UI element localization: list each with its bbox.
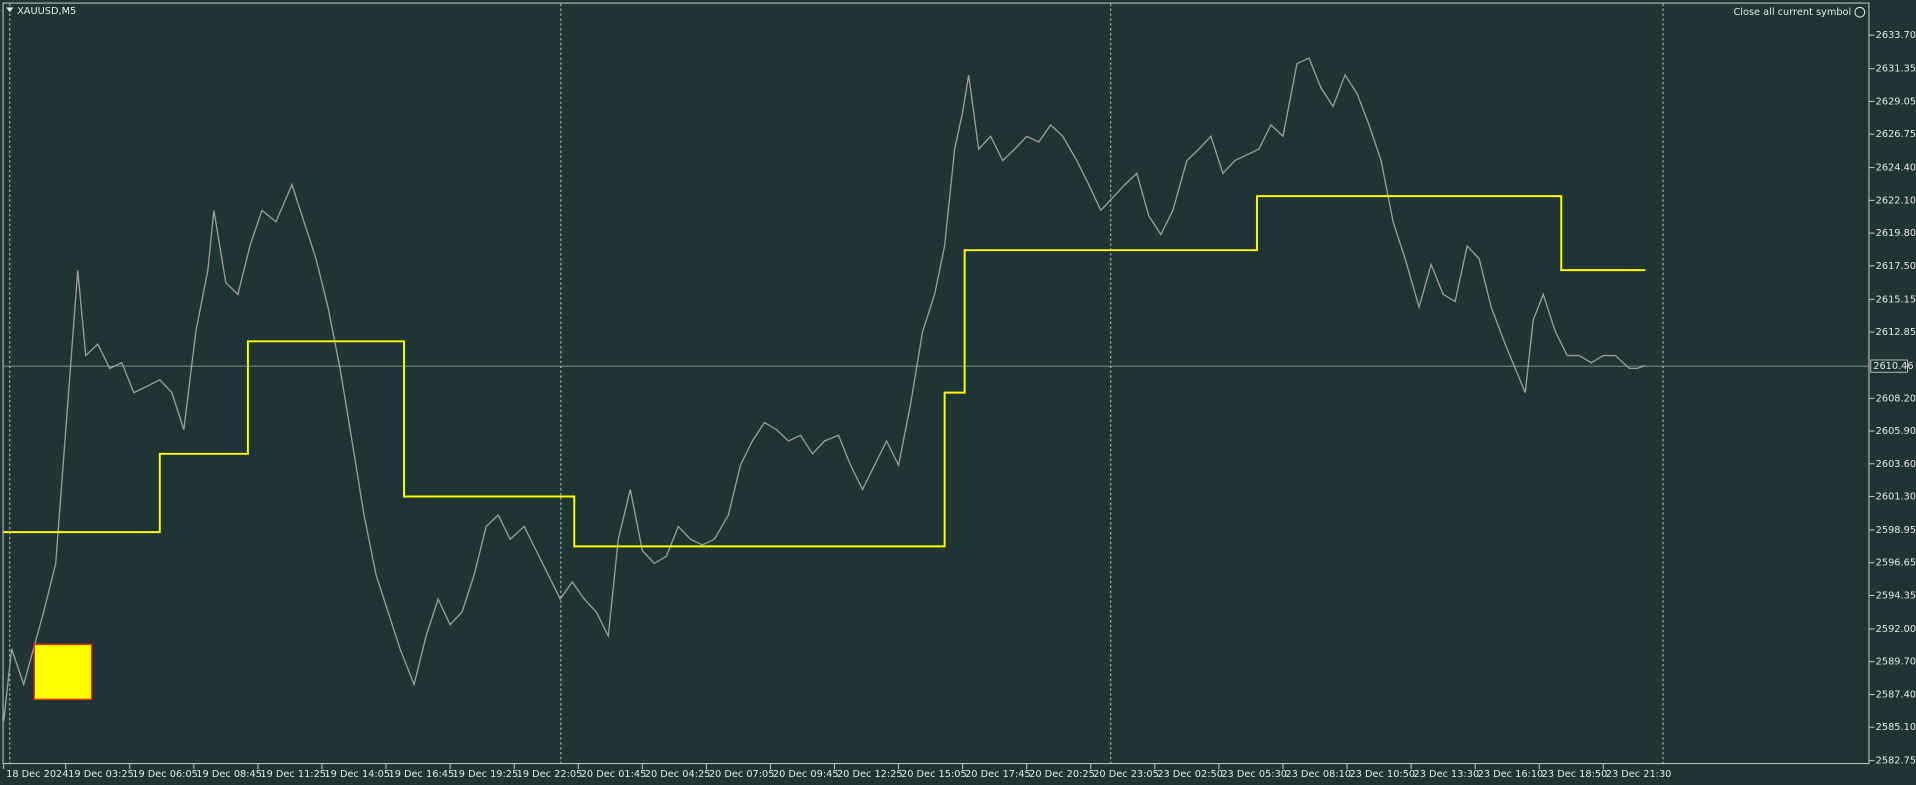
x-tick-label: 20 Dec 17:45 [965, 769, 1031, 780]
x-tick-label: 20 Dec 04:25 [645, 769, 711, 780]
menu-arrow[interactable] [6, 7, 14, 13]
y-tick-label: 2587.40 [1876, 689, 1916, 700]
y-tick-label: 2592.00 [1876, 624, 1916, 635]
x-tick-label: 18 Dec 2024 [6, 769, 68, 780]
y-tick-label: 2622.10 [1876, 195, 1916, 206]
x-tick-label: 19 Dec 19:25 [453, 769, 519, 780]
y-tick-label: 2582.75 [1876, 756, 1916, 767]
x-tick-label: 20 Dec 09:45 [773, 769, 839, 780]
x-tick-label: 20 Dec 12:25 [837, 769, 903, 780]
x-tick-label: 23 Dec 13:30 [1414, 769, 1480, 780]
button-label[interactable]: Close all current symbol [1733, 7, 1851, 18]
close-all-button[interactable]: Close all current symbol [1733, 6, 1866, 18]
y-tick-label: 2615.15 [1876, 294, 1916, 305]
marks [2, 57, 1646, 722]
y-tick-label: 2598.95 [1876, 525, 1916, 536]
price-line [2, 57, 1646, 722]
x-tick-label: 20 Dec 20:25 [1029, 769, 1095, 780]
y-tick-label: 2608.20 [1876, 393, 1916, 404]
y-tick-label: 2624.40 [1876, 163, 1916, 174]
y-tick-label: 2585.10 [1876, 722, 1916, 733]
y-tick-label: 2626.75 [1876, 129, 1916, 140]
x-tick-label: 20 Dec 07:05 [709, 769, 775, 780]
x-tick-label: 19 Dec 22:05 [517, 769, 583, 780]
x-tick-label: 19 Dec 11:25 [260, 769, 326, 780]
x-tick-label: 23 Dec 16:10 [1478, 769, 1544, 780]
x-tick-label: 20 Dec 23:05 [1093, 769, 1159, 780]
x-tick-label: 23 Dec 02:50 [1157, 769, 1223, 780]
x-tick-label: 20 Dec 15:05 [901, 769, 967, 780]
x-tick-label: 23 Dec 21:30 [1606, 769, 1672, 780]
x-tick-label: 19 Dec 14:05 [324, 769, 390, 780]
y-tick-label: 2629.05 [1876, 96, 1916, 107]
x-tick-label: 23 Dec 05:30 [1221, 769, 1287, 780]
y-tick-label: 2617.50 [1876, 261, 1916, 272]
y-tick-label: 2619.80 [1876, 228, 1916, 239]
yellow-object[interactable] [33, 643, 93, 701]
y-tick-label: 2589.70 [1876, 657, 1916, 668]
button-icon[interactable] [1854, 6, 1866, 18]
step-line [3, 195, 1646, 548]
x-tick-label: 19 Dec 06:05 [132, 769, 198, 780]
y-tick-label: 2633.70 [1876, 30, 1916, 41]
x-tick-label: 23 Dec 08:10 [1285, 769, 1351, 780]
x-tick-label: 23 Dec 10:50 [1349, 769, 1415, 780]
current-price-box [1870, 359, 1908, 373]
current-price-label: 2610.46 [1873, 361, 1913, 372]
x-tick-label: 19 Dec 16:45 [388, 769, 454, 780]
y-tick-label: 2605.90 [1876, 426, 1916, 437]
plot-border [2, 2, 1870, 765]
y-tick-label: 2596.65 [1876, 558, 1916, 569]
x-tick-label: 23 Dec 18:50 [1542, 769, 1608, 780]
y-tick-label: 2612.85 [1876, 327, 1916, 338]
x-tick-label: 19 Dec 08:45 [196, 769, 262, 780]
x-tick-label: 19 Dec 03:25 [68, 769, 134, 780]
y-tick-label: 2601.30 [1876, 492, 1916, 503]
y-tick-label: 2631.35 [1876, 64, 1916, 75]
symbol-title: XAUUSD,M5 [17, 6, 76, 17]
y-tick-label: 2594.35 [1876, 590, 1916, 601]
y-tick-label: 2603.60 [1876, 459, 1916, 470]
x-tick-label: 20 Dec 01:45 [581, 769, 647, 780]
